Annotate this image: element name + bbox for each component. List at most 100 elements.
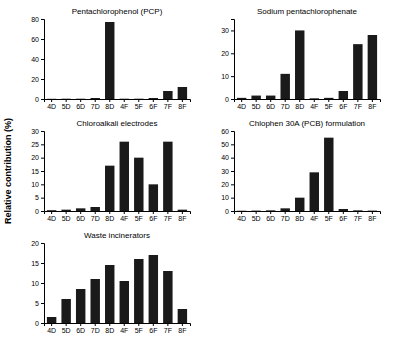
bar <box>368 35 377 99</box>
tick-label: 4D <box>47 215 56 222</box>
tick-label: 5F <box>135 327 143 334</box>
tick-mark <box>270 99 271 102</box>
tick-mark <box>231 144 234 145</box>
tick: 20 <box>31 240 44 247</box>
tick-mark <box>41 158 44 159</box>
bars <box>237 138 377 211</box>
tick: 30 <box>221 168 234 175</box>
axis-line <box>41 20 45 100</box>
tick-label: 10 <box>31 280 39 287</box>
tick-mark <box>328 211 329 214</box>
tick-label: 8D <box>295 215 304 222</box>
tick-mark <box>66 99 67 102</box>
bars <box>237 30 377 99</box>
tick-mark <box>357 99 358 102</box>
tick: 10 <box>221 194 234 201</box>
tick-mark <box>138 211 139 214</box>
axis-line <box>235 100 381 103</box>
axis-line <box>45 324 191 327</box>
tick: 8F <box>178 99 186 110</box>
tick-mark <box>41 323 44 324</box>
tick-mark <box>167 211 168 214</box>
y-axis: 020406080 <box>31 16 44 103</box>
tick: 6D <box>266 99 275 110</box>
tick: 6F <box>149 211 157 222</box>
tick-mark <box>41 171 44 172</box>
title: Sodium pentachlorophenate <box>257 7 358 16</box>
bars <box>47 255 187 323</box>
tick: 7D <box>91 211 100 222</box>
tick-mark <box>41 303 44 304</box>
tick: 5F <box>135 99 143 110</box>
y-axis: 0102030405060 <box>221 128 234 215</box>
tick-label: 5F <box>135 215 143 222</box>
axis-line <box>45 212 191 215</box>
bar <box>368 210 377 211</box>
tick-label: 6F <box>149 215 157 222</box>
tick-label: 6F <box>339 215 347 222</box>
tick-label: 6D <box>76 327 85 334</box>
bar <box>120 281 129 323</box>
tick-label: 7D <box>91 215 100 222</box>
tick-mark <box>372 99 373 102</box>
tick-mark <box>138 323 139 326</box>
tick-label: 50 <box>221 141 229 148</box>
y-axis: 0102030 <box>221 20 234 103</box>
tick-mark <box>80 323 81 326</box>
tick-label: 20 <box>31 154 39 161</box>
tick-mark <box>124 99 125 102</box>
tick-label: 40 <box>31 56 39 63</box>
bars <box>47 142 187 211</box>
tick: 20 <box>31 154 44 161</box>
x-axis: 4D5D6D7D8D4F5F6F7F8F <box>45 99 191 110</box>
title: Chloroalkali electrodes <box>77 119 158 128</box>
bar <box>47 210 56 211</box>
tick: 5D <box>252 99 261 110</box>
bar <box>47 317 56 323</box>
bar <box>237 98 246 99</box>
tick: 7D <box>91 99 100 110</box>
tick: 7D <box>281 99 290 110</box>
tick-mark <box>95 211 96 214</box>
tick: 8D <box>295 99 304 110</box>
tick-mark <box>41 283 44 284</box>
tick-mark <box>66 211 67 214</box>
bar <box>266 210 275 211</box>
tick: 4D <box>237 211 246 222</box>
tick-mark <box>231 76 234 77</box>
tick-mark <box>80 211 81 214</box>
tick: 6D <box>266 211 275 222</box>
tick-mark <box>328 99 329 102</box>
bar <box>149 184 158 211</box>
tick: 4F <box>120 323 128 334</box>
tick-label: 20 <box>221 181 229 188</box>
tick: 0 <box>35 320 44 327</box>
panel: 0510152025304D5D6D7D8D4F5F6F7F8FChloroal… <box>31 119 190 222</box>
panel: 01020304D5D6D7D8D4F5F6F7F8FSodium pentac… <box>221 7 380 110</box>
tick-label: 4D <box>47 103 56 110</box>
tick-label: 7D <box>281 215 290 222</box>
bar <box>237 210 246 211</box>
tick-mark <box>41 198 44 199</box>
tick-label: 8D <box>105 215 114 222</box>
tick-label: 8D <box>105 103 114 110</box>
bar <box>178 87 187 99</box>
tick-label: 5D <box>62 327 71 334</box>
tick-mark <box>66 323 67 326</box>
tick-label: 0 <box>225 208 229 215</box>
tick: 8F <box>368 211 376 222</box>
tick-label: 5D <box>62 215 71 222</box>
tick-mark <box>109 211 110 214</box>
bar <box>353 44 362 99</box>
tick: 8D <box>105 99 114 110</box>
tick: 50 <box>221 141 234 148</box>
tick-label: 20 <box>31 76 39 83</box>
bar <box>324 98 333 99</box>
tick: 0 <box>35 96 44 103</box>
tick-mark <box>51 323 52 326</box>
bar <box>339 209 348 211</box>
bar <box>105 166 114 211</box>
tick-mark <box>167 99 168 102</box>
bar <box>149 98 158 99</box>
tick-mark <box>256 99 257 102</box>
